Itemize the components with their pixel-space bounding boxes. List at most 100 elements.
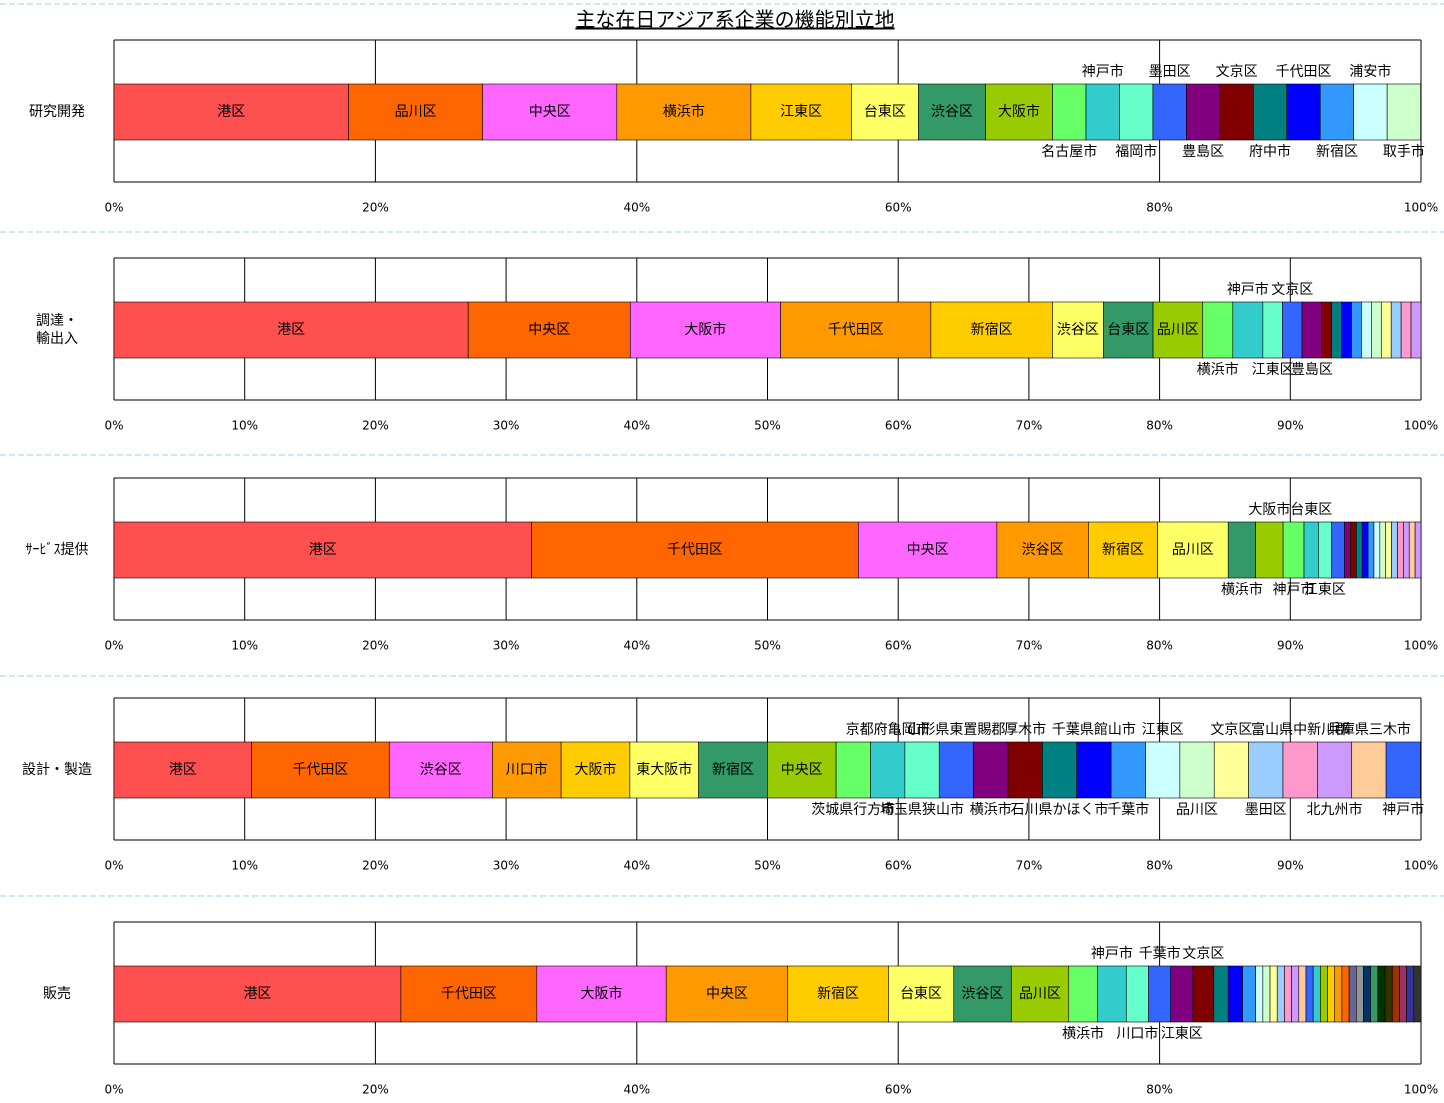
bar-segment (1284, 965, 1292, 1023)
x-tick-label: 90% (1277, 859, 1304, 873)
bar-segment (629, 301, 781, 359)
bar-segment (1363, 965, 1371, 1023)
segment-label: 渋谷区 (962, 986, 1004, 1002)
x-tick-label: 80% (1146, 201, 1173, 215)
bar-segment (113, 741, 252, 799)
segment-label: 大阪市 (684, 321, 726, 338)
x-tick-label: 50% (754, 859, 781, 873)
bar-segment (1007, 741, 1043, 799)
bar-segment (1253, 83, 1288, 141)
x-tick-label: 20% (362, 1083, 389, 1097)
segment-label: 千葉市 (1139, 945, 1181, 962)
segment-label: 品川区 (395, 104, 437, 120)
bar-segment (1312, 965, 1321, 1023)
bar-segment (1202, 301, 1234, 359)
segment-label: 文京区 (1216, 64, 1258, 80)
bar-segment (1145, 741, 1181, 799)
segment-label: 渋谷区 (420, 762, 462, 778)
segment-label: 中央区 (706, 986, 748, 1002)
segment-label: 渋谷区 (1057, 322, 1099, 338)
bar-segment (1148, 965, 1172, 1023)
bar-segment (1361, 521, 1369, 579)
x-tick-label: 100% (1404, 201, 1438, 215)
bar-segment (1370, 965, 1379, 1023)
bar-segment (1353, 83, 1388, 141)
bar-segment (1276, 965, 1285, 1023)
bar-segment (1386, 83, 1421, 141)
bar-segment (1110, 741, 1146, 799)
bar-segment (1348, 965, 1357, 1023)
segment-label: 神戸市 (1273, 581, 1315, 598)
bar-segment (1255, 965, 1264, 1023)
x-tick-label: 60% (885, 419, 912, 433)
segment-label: 富山県中新川郡 (1251, 721, 1349, 738)
segment-label: 千葉県館山市 (1052, 721, 1136, 738)
segment-label: 名古屋市 (1041, 143, 1097, 160)
bar-segment (1341, 965, 1350, 1023)
segment-label: 台東区 (900, 986, 942, 1002)
bar-segment (930, 301, 1053, 359)
bar-segment (1248, 741, 1284, 799)
bar-segment (1414, 521, 1422, 579)
bar-segment (1373, 521, 1381, 579)
x-tick-label: 20% (362, 419, 389, 433)
x-tick-label: 10% (231, 419, 258, 433)
x-tick-label: 40% (623, 1083, 650, 1097)
x-tick-label: 0% (104, 201, 123, 215)
x-tick-label: 10% (231, 639, 258, 653)
segment-label: 港区 (169, 762, 197, 778)
segment-label: 新宿区 (1316, 143, 1358, 160)
bar-segment (1282, 301, 1303, 359)
x-tick-label: 60% (885, 201, 912, 215)
bar-segment (1403, 521, 1410, 579)
bar-segment (1269, 965, 1278, 1023)
x-tick-label: 70% (1016, 859, 1043, 873)
x-tick-label: 100% (1404, 639, 1438, 653)
bar-segment (1356, 965, 1364, 1023)
bar-segment (851, 83, 919, 141)
bar-segment (938, 741, 974, 799)
bar-segment (780, 301, 932, 359)
segment-label: 豊島区 (1182, 144, 1224, 160)
bar-segment (1157, 521, 1229, 579)
segment-label: 墨田区 (1245, 802, 1287, 818)
segment-label: 大阪市 (998, 103, 1040, 120)
bar-segment (1242, 965, 1256, 1023)
x-tick-label: 80% (1146, 419, 1173, 433)
segment-label: 渋谷区 (1022, 542, 1064, 558)
bar-segment (698, 741, 768, 799)
bar-segment (1085, 83, 1120, 141)
bar-segment (1341, 301, 1352, 359)
bar-segment (1301, 301, 1322, 359)
segment-label: 豊島区 (1291, 362, 1333, 378)
bar-segment (1320, 965, 1328, 1023)
bar-segment (1350, 521, 1357, 579)
category-label: ｻｰﾋﾞｽ提供 (26, 542, 89, 558)
bar-segment (985, 83, 1053, 141)
bar-segment (1232, 301, 1264, 359)
bar-segment (1068, 965, 1098, 1023)
bar-segment (1088, 521, 1158, 579)
x-tick-label: 30% (493, 419, 520, 433)
bar-segment (1170, 965, 1194, 1023)
x-tick-label: 90% (1277, 419, 1304, 433)
segment-label: 文京区 (1182, 946, 1224, 962)
segment-label: 神戸市 (1091, 945, 1133, 962)
segment-label: 府中市 (1249, 143, 1291, 160)
x-tick-label: 60% (885, 639, 912, 653)
bar-segment (1371, 301, 1382, 359)
bar-segment (1052, 83, 1087, 141)
x-tick-label: 80% (1146, 1083, 1173, 1097)
bar-segment (531, 521, 859, 579)
bar-segment (1305, 965, 1314, 1023)
segment-label: 神戸市 (1082, 63, 1124, 80)
segment-label: 品川区 (1172, 542, 1214, 558)
bar-segment (1391, 965, 1400, 1023)
bar-segment (1400, 301, 1412, 359)
bar-segment (1227, 965, 1243, 1023)
bar-segment (113, 83, 349, 141)
bar-segment (1390, 301, 1402, 359)
bar-segment (1406, 965, 1415, 1023)
bar-segment (1344, 521, 1351, 579)
segment-label: 神戸市 (1382, 801, 1424, 818)
